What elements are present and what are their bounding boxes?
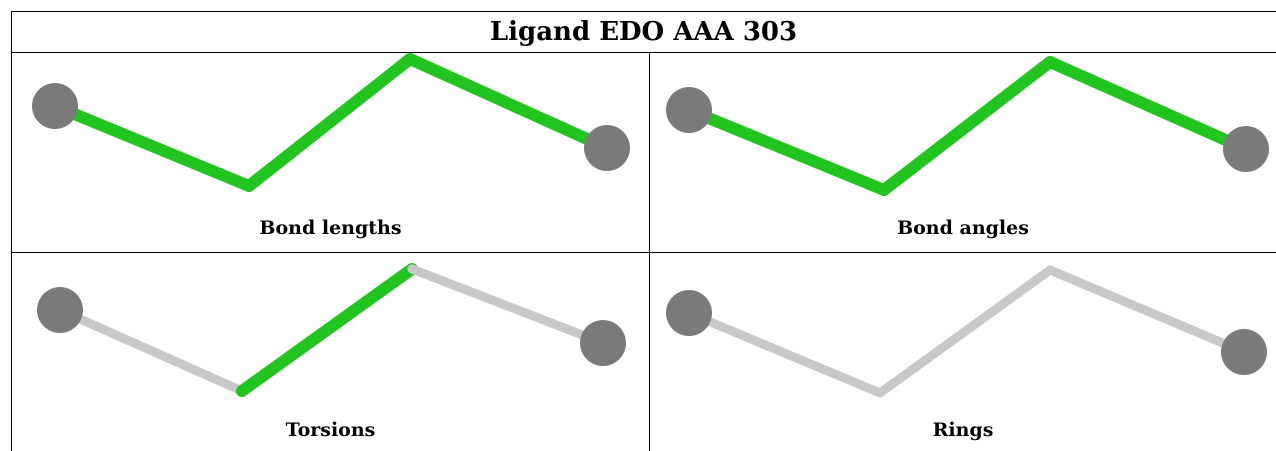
atom-sphere (1221, 329, 1267, 375)
table-top-border (11, 11, 1276, 12)
caption-bond-lengths: Bond lengths (259, 217, 402, 239)
atom-sphere (1223, 126, 1269, 172)
panel-bond-lengths: Bond lengths (12, 53, 649, 252)
atom-sphere (32, 83, 78, 129)
molecule-rings (666, 265, 1267, 398)
bond-3 (404, 53, 613, 154)
bond-2 (875, 265, 1055, 398)
atom-sphere (584, 125, 630, 171)
caption-bond-angles: Bond angles (897, 217, 1029, 239)
panel-rings: Rings (650, 253, 1276, 451)
molecule-bond-lengths (32, 53, 630, 192)
molecule-bond-angles (666, 56, 1269, 196)
row-divider (11, 252, 1276, 253)
atom-sphere (666, 290, 712, 336)
bond-2 (236, 263, 418, 397)
atom-sphere (37, 287, 83, 333)
bond-3 (1045, 265, 1249, 357)
bond-2 (243, 53, 416, 192)
ligand-title: Ligand EDO AAA 303 (489, 17, 798, 47)
bond-1 (55, 305, 247, 396)
column-divider (649, 52, 650, 451)
atom-sphere (580, 320, 626, 366)
bond-2 (878, 56, 1056, 196)
table-left-border (11, 11, 12, 451)
bond-3 (1044, 56, 1252, 155)
panel-bond-angles: Bond angles (650, 53, 1276, 252)
bond-3 (407, 264, 608, 348)
bond-1 (684, 308, 885, 398)
title-divider (11, 52, 1276, 53)
bond-1 (49, 100, 255, 192)
panel-torsions: Torsions (12, 253, 649, 451)
bond-1 (683, 104, 890, 196)
caption-torsions: Torsions (285, 419, 376, 441)
caption-rings: Rings (932, 419, 994, 441)
atom-sphere (666, 87, 712, 133)
molecule-torsions (37, 263, 626, 397)
